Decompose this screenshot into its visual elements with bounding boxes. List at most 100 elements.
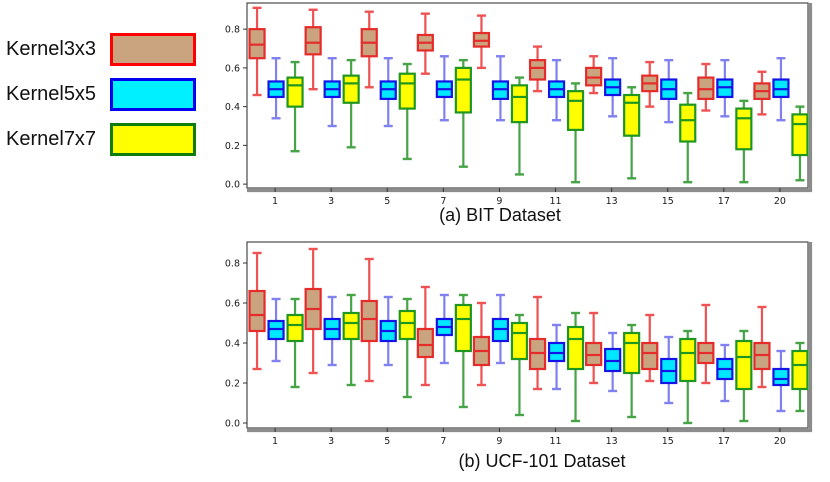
box-kernel3x3-x17 xyxy=(697,303,715,385)
box-kernel7x7-x13 xyxy=(623,86,641,180)
box-kernel7x7-x11 xyxy=(566,311,585,423)
box-rect xyxy=(772,367,790,387)
box-kernel7x7-x17 xyxy=(735,329,753,423)
box-kernel7x7-x17 xyxy=(735,99,753,184)
box-kernel3x3-x5 xyxy=(360,10,378,89)
x-tick-label: 9 xyxy=(496,436,502,447)
box-kernel3x3-x9 xyxy=(472,14,491,70)
box-kernel5x5-x5 xyxy=(379,295,397,367)
x-tick-label: 7 xyxy=(440,436,446,447)
x-tick-label: 13 xyxy=(606,436,618,447)
box-kernel7x7-x13 xyxy=(623,323,641,419)
box-rect xyxy=(248,289,266,333)
box-kernel7x7-x20 xyxy=(791,105,809,182)
y-tick-label: 0.4 xyxy=(225,102,240,113)
box-kernel3x3-x15 xyxy=(641,60,659,108)
legend-swatch-kernel5x5 xyxy=(110,77,196,111)
box-rect xyxy=(454,303,472,353)
box-kernel3x3-x9 xyxy=(472,301,491,387)
box-rect xyxy=(528,59,547,81)
box-kernel3x3-x3 xyxy=(304,8,322,91)
box-kernel7x7-x1 xyxy=(286,297,304,389)
x-tick-label: 7 xyxy=(440,196,446,207)
box-kernel7x7-x20 xyxy=(791,341,809,413)
box-rect xyxy=(286,313,304,343)
box-kernel7x7-x9 xyxy=(510,313,529,417)
x-tick-label: 1 xyxy=(272,196,278,207)
x-tick-label: 3 xyxy=(328,436,334,447)
y-tick-label: 0.2 xyxy=(225,379,240,390)
caption-ucf101-dataset: (b) UCF-101 Dataset xyxy=(458,451,626,471)
box-rect xyxy=(398,72,416,110)
box-kernel7x7-x7 xyxy=(454,58,472,168)
box-kernel3x3-x7 xyxy=(416,285,434,387)
legend-item-kernel5x5: Kernel5x5 xyxy=(6,77,196,111)
box-rect xyxy=(735,339,753,391)
box-rect xyxy=(360,299,378,343)
boxplot-ucf101-dataset: 0.00.20.40.60.81 3 5 7 9 11 13 15 17 20 xyxy=(225,241,813,447)
y-tick-label: 0.0 xyxy=(225,419,240,430)
y-tick-label: 0.8 xyxy=(225,25,240,36)
box-kernel5x5-x1 xyxy=(267,297,285,363)
boxplot-bit-dataset: 0.00.20.40.60.81 3 5 7 9 11 13 15 17 20 xyxy=(225,2,813,207)
box-kernel3x3-x20 xyxy=(753,305,771,389)
x-tick-label: 11 xyxy=(550,436,562,447)
box-rect xyxy=(342,311,360,341)
box-rect xyxy=(398,309,416,341)
box-kernel3x3-x1 xyxy=(248,251,266,371)
box-kernel3x3-x3 xyxy=(304,247,322,375)
box-kernel5x5-x13 xyxy=(604,57,622,118)
box-kernel5x5-x3 xyxy=(323,295,341,367)
legend-item-kernel3x3: Kernel3x3 xyxy=(6,32,196,66)
legend-item-kernel7x7: Kernel7x7 xyxy=(6,122,196,156)
axes-frame xyxy=(246,241,809,429)
box-rect xyxy=(416,327,434,359)
legend-label-kernel7x7: Kernel7x7 xyxy=(6,128,97,150)
box-kernel5x5-x7 xyxy=(435,55,453,122)
box-kernel5x5-x20 xyxy=(772,57,790,122)
caption-bit-dataset: (a) BIT Dataset xyxy=(439,205,561,225)
box-kernel3x3-x20 xyxy=(753,70,771,116)
box-kernel5x5-x15 xyxy=(660,335,678,405)
box-kernel5x5-x5 xyxy=(379,57,397,128)
y-tick-label: 0.6 xyxy=(225,299,240,310)
x-tick-label: 9 xyxy=(496,196,502,207)
box-rect xyxy=(566,325,585,371)
x-tick-label: 15 xyxy=(662,196,674,207)
x-tick-label: 15 xyxy=(662,436,674,447)
box-kernel5x5-x17 xyxy=(716,58,734,118)
box-kernel3x3-x13 xyxy=(585,55,603,95)
box-kernel5x5-x9 xyxy=(491,293,510,365)
box-rect xyxy=(679,103,697,143)
box-kernel5x5-x1 xyxy=(267,57,285,120)
box-kernel7x7-x5 xyxy=(398,62,416,161)
box-rect xyxy=(304,26,322,56)
x-tick-label: 3 xyxy=(328,196,334,207)
box-kernel3x3-x7 xyxy=(416,12,434,75)
x-tick-label: 13 xyxy=(606,196,618,207)
box-rect xyxy=(623,93,641,137)
x-tick-label: 20 xyxy=(774,436,786,447)
box-kernel7x7-x1 xyxy=(286,60,304,153)
box-kernel5x5-x20 xyxy=(772,349,790,413)
legend-label-kernel3x3: Kernel3x3 xyxy=(6,38,97,60)
box-kernel7x7-x5 xyxy=(398,297,416,399)
box-kernel7x7-x3 xyxy=(342,58,360,149)
box-kernel7x7-x9 xyxy=(510,76,529,176)
x-tick-label: 5 xyxy=(384,436,390,447)
box-kernel5x5-x13 xyxy=(604,331,622,393)
box-kernel3x3-x13 xyxy=(585,311,603,385)
box-kernel5x5-x9 xyxy=(491,55,510,122)
axes-frame xyxy=(246,2,809,189)
box-kernel3x3-x5 xyxy=(360,257,378,383)
legend-swatch-kernel7x7 xyxy=(110,122,196,156)
x-tick-label: 20 xyxy=(774,196,786,207)
box-kernel7x7-x15 xyxy=(679,329,697,425)
y-tick-label: 0.6 xyxy=(225,63,240,74)
y-tick-label: 0.2 xyxy=(225,141,240,152)
box-kernel5x5-x3 xyxy=(323,57,341,128)
x-tick-label: 1 xyxy=(272,436,278,447)
box-rect xyxy=(679,337,697,383)
legend-swatch-kernel3x3 xyxy=(110,32,196,66)
box-kernel3x3-x15 xyxy=(641,313,659,383)
